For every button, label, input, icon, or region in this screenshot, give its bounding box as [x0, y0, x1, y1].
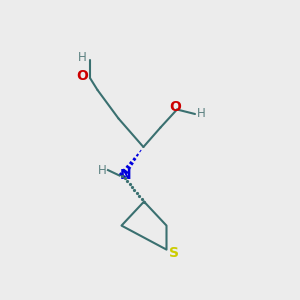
Text: N: N — [120, 168, 132, 182]
Text: H: H — [78, 51, 87, 64]
Text: O: O — [76, 70, 88, 83]
Text: H: H — [98, 164, 106, 177]
Text: O: O — [169, 100, 181, 114]
Text: H: H — [196, 107, 206, 120]
Text: S: S — [169, 246, 179, 260]
